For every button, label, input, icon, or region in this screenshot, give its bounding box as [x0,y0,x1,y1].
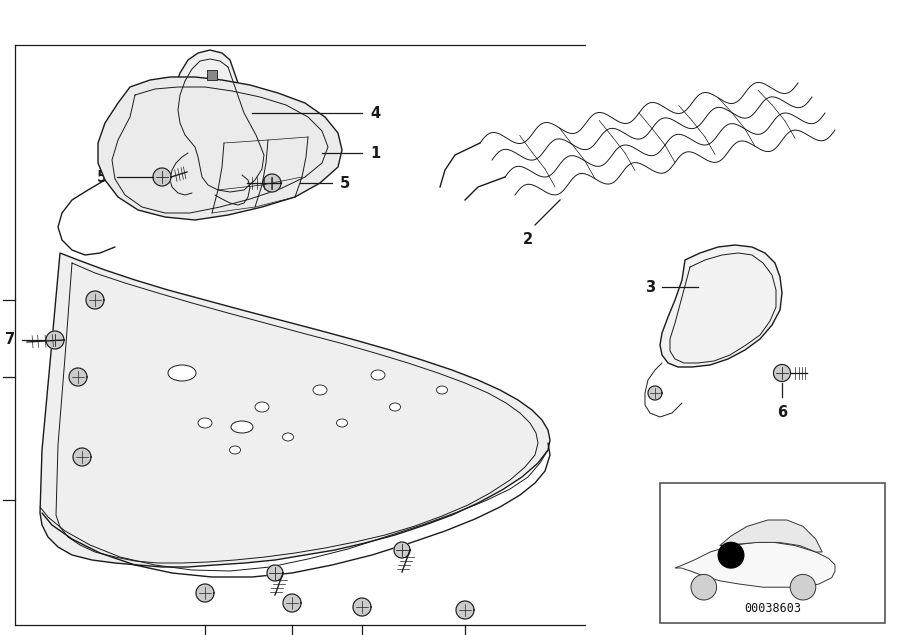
Polygon shape [283,594,301,612]
Polygon shape [172,50,270,197]
Text: 6: 6 [777,405,788,420]
Bar [207,70,217,80]
Polygon shape [660,245,782,367]
Polygon shape [394,542,410,558]
Ellipse shape [255,402,269,412]
Ellipse shape [390,403,400,411]
Polygon shape [456,601,474,619]
Text: 00038603: 00038603 [744,602,801,615]
Ellipse shape [371,370,385,380]
Polygon shape [773,364,790,382]
Text: 5: 5 [340,175,350,190]
Ellipse shape [168,365,196,381]
Polygon shape [353,598,371,616]
Text: 7: 7 [4,333,15,347]
Ellipse shape [198,418,212,428]
Text: 4: 4 [370,105,380,121]
Polygon shape [263,174,281,192]
Circle shape [718,542,743,568]
Circle shape [691,575,716,600]
Polygon shape [46,331,64,349]
Circle shape [790,575,815,600]
Ellipse shape [313,385,327,395]
Polygon shape [196,584,214,602]
Bar [660,483,885,623]
Polygon shape [153,168,171,186]
Polygon shape [40,253,550,567]
Polygon shape [267,565,283,581]
Polygon shape [720,520,823,552]
Polygon shape [73,448,91,466]
Polygon shape [675,542,835,587]
Text: 2: 2 [523,232,533,247]
Ellipse shape [337,419,347,427]
Ellipse shape [231,421,253,433]
Polygon shape [98,77,342,220]
Ellipse shape [436,386,447,394]
Polygon shape [648,386,662,400]
Text: 3: 3 [645,279,655,295]
Ellipse shape [230,446,240,454]
Polygon shape [86,291,104,309]
Text: 5: 5 [97,170,107,185]
Ellipse shape [283,433,293,441]
Polygon shape [69,368,87,386]
Text: 1: 1 [370,145,380,161]
